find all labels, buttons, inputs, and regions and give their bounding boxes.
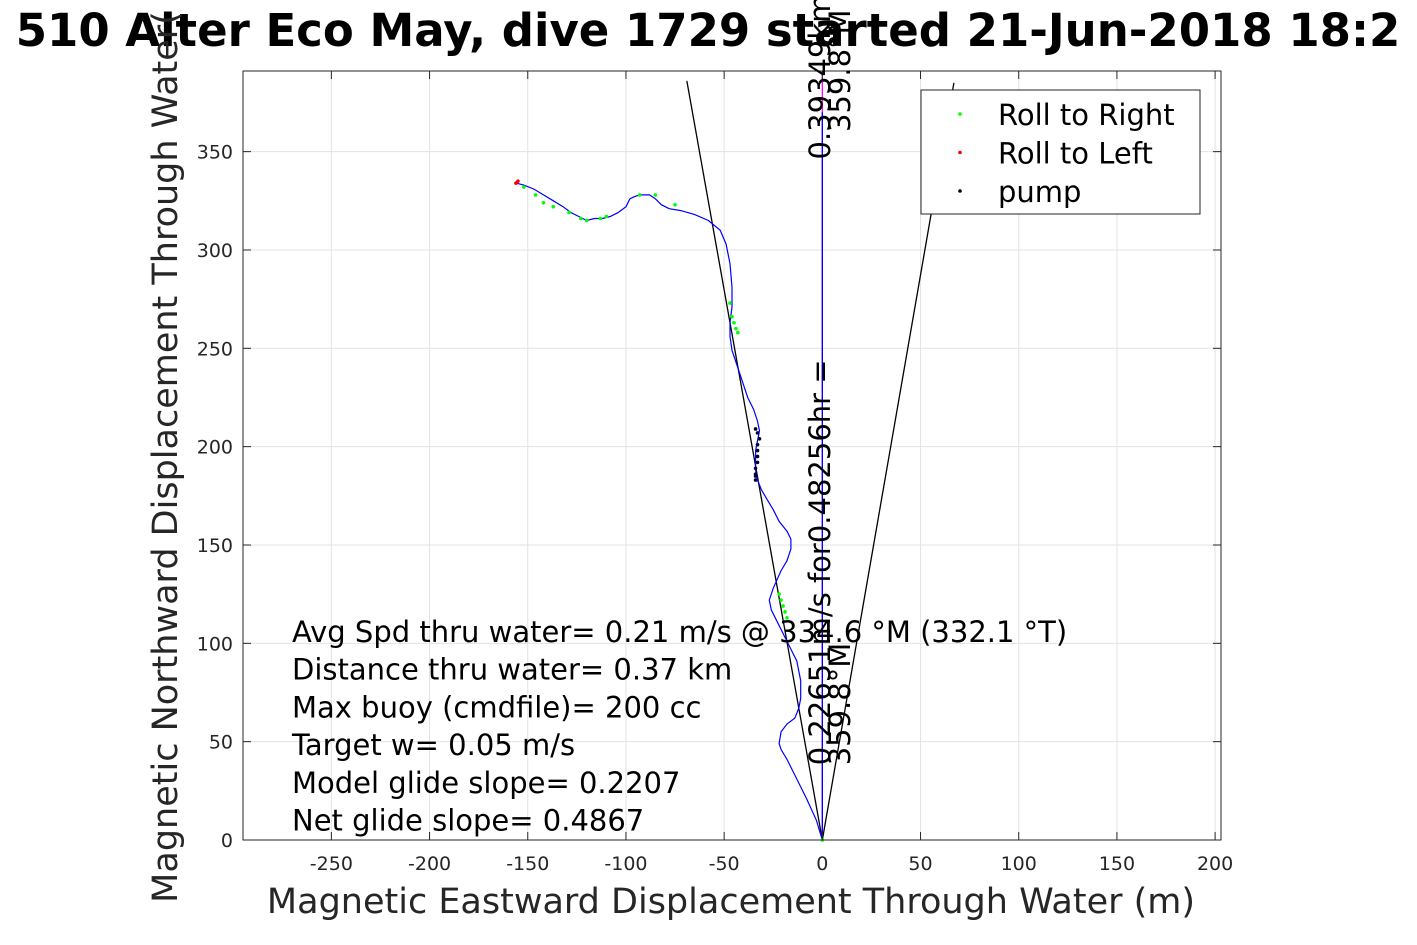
y-tick-label: 250 (197, 338, 233, 360)
marker-points (514, 179, 825, 842)
roll-right-point (541, 200, 546, 205)
axis-ticks: -250 -200 -150 -100 -50 0 50 100 150 200 0 50 100 150… (197, 71, 1233, 875)
y-tick-label: 200 (197, 437, 233, 459)
roll-right-point (653, 193, 658, 197)
x-tick-label: 150 (1099, 853, 1135, 875)
legend-box (920, 89, 1201, 215)
pump-point (753, 474, 758, 478)
y-tick-label: 300 (197, 240, 233, 262)
roll-right-point (522, 185, 526, 189)
legend-marker (958, 150, 962, 155)
roll-right-point (551, 204, 556, 209)
pump-point (755, 431, 760, 435)
roll-right-point (578, 216, 583, 221)
stats-line: Max buoy (cmdfile)= 200 cc (292, 690, 701, 724)
track-line (515, 182, 823, 841)
stats-line: Model glide slope= 0.2207 (292, 766, 680, 800)
pump-point (755, 454, 760, 459)
chart-title: 510 Alter Eco May, dive 1729 started 21-… (16, 4, 1401, 57)
legend: Roll to Right Roll to Left pump (920, 89, 1201, 215)
roll-right-point (637, 193, 642, 197)
pump-point (753, 466, 758, 471)
y-tick-label: 0 (221, 830, 233, 852)
stats-line: Net glide slope= 0.4867 (292, 804, 644, 838)
x-tick-label: -50 (709, 853, 740, 875)
roll-right-point (730, 315, 734, 319)
y-tick-label: 100 (197, 633, 233, 655)
roll-right-point (779, 598, 783, 602)
roll-left-point (516, 179, 520, 183)
roll-right-point (732, 320, 736, 325)
x-tick-label: -100 (604, 853, 647, 875)
rotated-annotation: 0.39349km (803, 0, 837, 160)
roll-right-point (567, 210, 571, 215)
stats-line: Distance thru water= 0.37 km (292, 653, 732, 687)
x-axis-label: Magnetic Eastward Displacement Through W… (267, 882, 1195, 922)
pump-point (753, 427, 758, 431)
x-tick-label: 100 (1001, 853, 1037, 875)
roll-right-point (781, 604, 785, 608)
legend-marker (958, 189, 962, 193)
y-tick-label: 350 (197, 142, 233, 164)
x-tick-label: -150 (506, 853, 549, 875)
roll-right-point (785, 615, 789, 620)
roll-right-point (728, 301, 732, 305)
pump-point (755, 448, 760, 453)
x-tick-label: 200 (1197, 853, 1233, 875)
y-axis-label: Magnetic Northward Displacement Through … (146, 11, 186, 903)
bearing-line (686, 80, 823, 841)
stats-line: Target w= 0.05 m/s (291, 728, 575, 762)
pump-point (755, 460, 760, 465)
roll-right-point (584, 218, 589, 223)
track-series (515, 182, 823, 841)
x-tick-label: 0 (816, 853, 828, 875)
rotated-annotation: 359.8°M (823, 9, 857, 132)
plot-area-border (242, 70, 1222, 841)
roll-right-point (777, 592, 781, 596)
roll-right-point (783, 610, 787, 614)
roll-right-point (533, 193, 538, 197)
stats-annotations: Avg Spd thru water= 0.21 m/s @ 334.6 °M … (291, 615, 1067, 838)
y-tick-label: 50 (209, 732, 233, 754)
legend-marker (958, 112, 962, 116)
roll-right-point (598, 216, 603, 221)
pump-point (757, 436, 762, 441)
y-tick-label: 150 (197, 535, 233, 557)
x-tick-label: 50 (908, 853, 932, 875)
roll-right-point (736, 330, 740, 335)
roll-right-point (734, 326, 738, 331)
legend-label: Roll to Right (998, 98, 1175, 132)
stats-line: Avg Spd thru water= 0.21 m/s @ 334.6 °M … (292, 615, 1067, 649)
rotated-annotation: 359.8°M (823, 643, 857, 766)
roll-right-point (673, 202, 677, 207)
x-tick-label: -250 (310, 853, 353, 875)
pump-point (755, 442, 760, 447)
x-tick-label: -200 (408, 853, 451, 875)
legend-label: Roll to Left (998, 137, 1153, 171)
legend-label: pump (998, 175, 1081, 209)
roll-right-point (604, 214, 609, 219)
pump-point (753, 478, 758, 482)
rotated-annotation: 0.22651m/s for0.48256hr = (803, 359, 837, 765)
